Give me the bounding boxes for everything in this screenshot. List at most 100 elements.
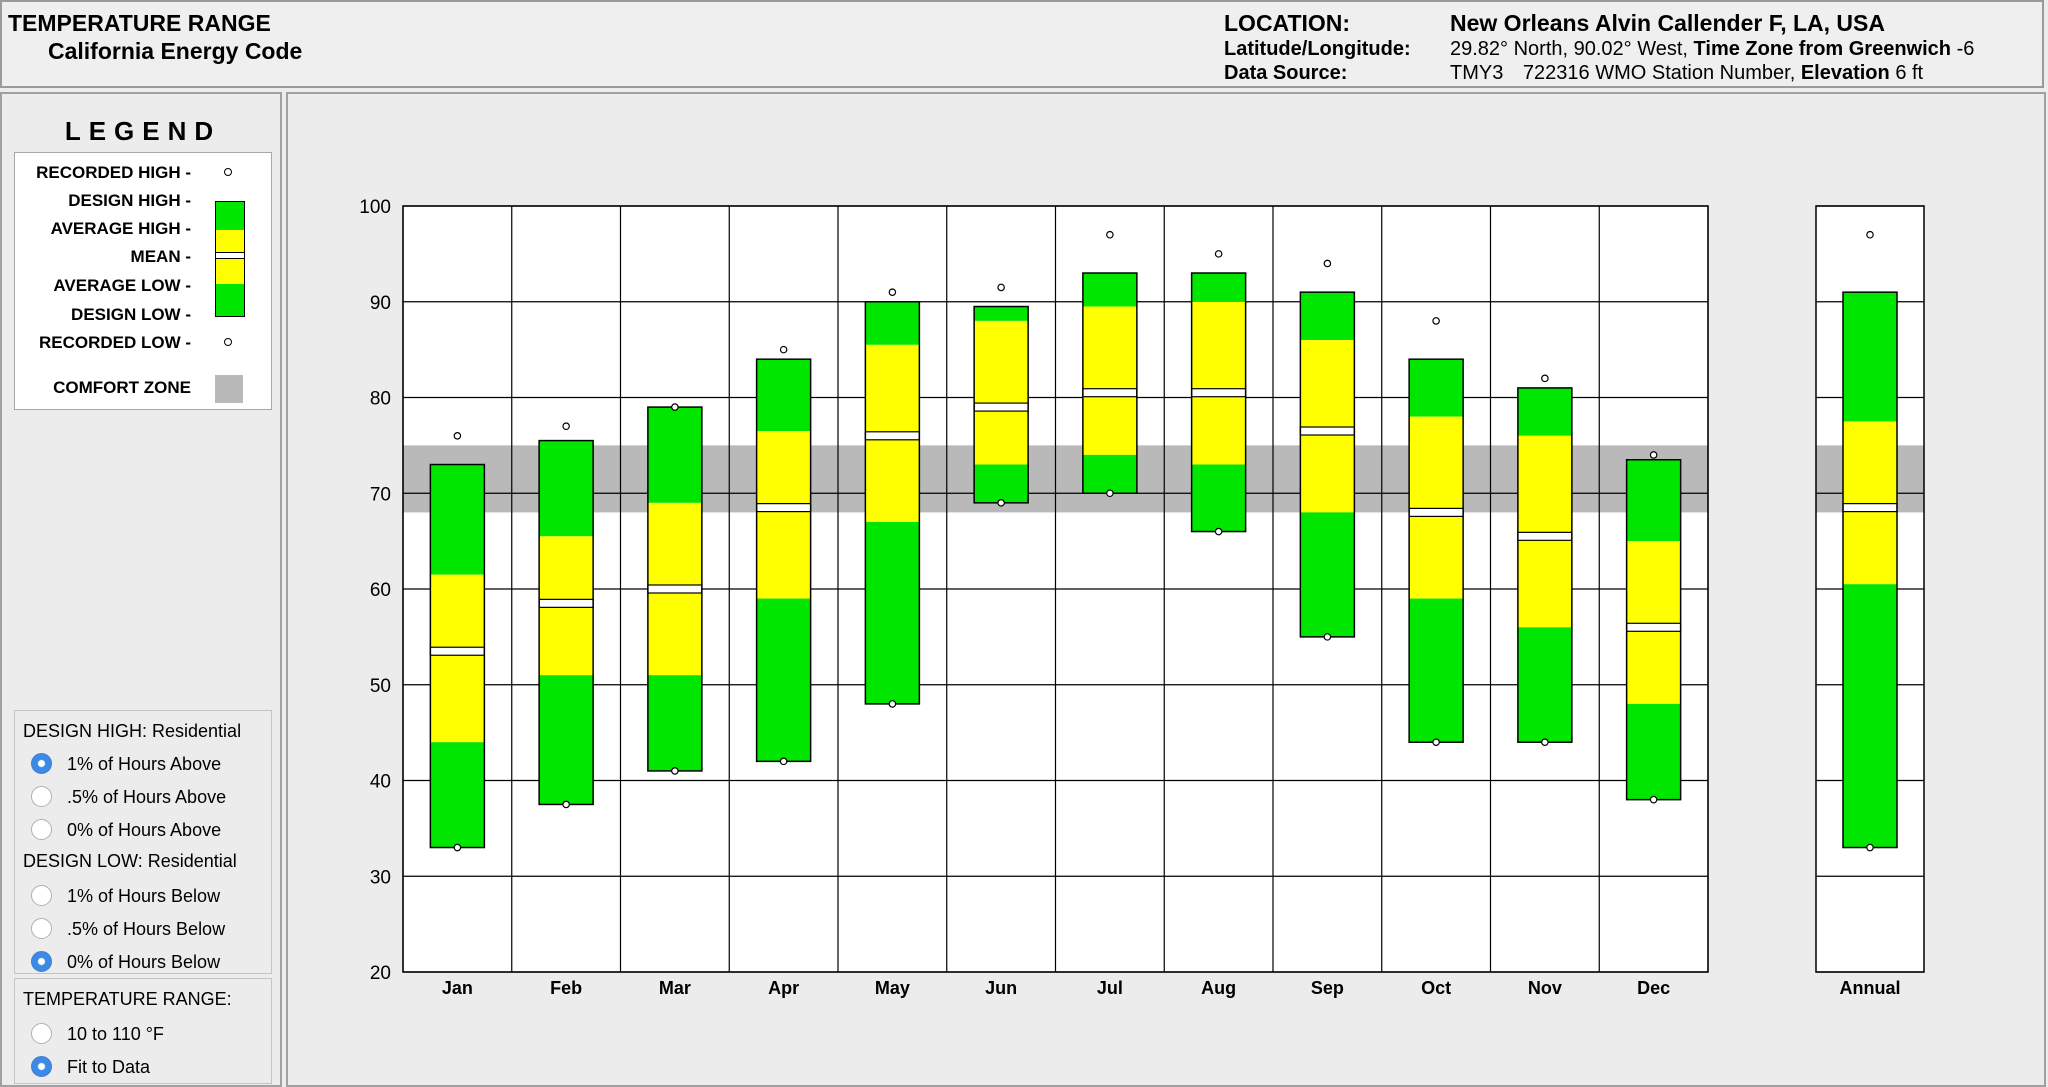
radio-button[interactable] xyxy=(31,1056,52,1077)
average-band xyxy=(430,574,485,743)
page-title: TEMPERATURE RANGE xyxy=(8,10,271,36)
location-value: New Orleans Alvin Callender F, LA, USA xyxy=(1450,10,1885,36)
recorded-high-point xyxy=(1432,317,1440,325)
design-low-band xyxy=(1191,464,1246,532)
x-tick-label: Sep xyxy=(1311,978,1344,998)
radio-button[interactable] xyxy=(31,1023,52,1044)
recorded-low-point xyxy=(1214,527,1223,536)
mean-marker xyxy=(1082,388,1138,398)
average-band xyxy=(1626,541,1681,704)
recorded-low-point xyxy=(562,800,570,809)
elevation-value: 6 ft xyxy=(1895,62,1924,84)
design-high-band xyxy=(539,440,594,537)
radio-button[interactable] xyxy=(31,753,52,774)
y-tick-label: 100 xyxy=(359,197,391,218)
design-low-band xyxy=(865,521,920,704)
plot-border-annual xyxy=(1815,205,1925,973)
legend-title: LEGEND xyxy=(64,116,222,146)
legend-design-low-label: DESIGN LOW - xyxy=(71,305,191,324)
recorded-low-point xyxy=(997,499,1005,507)
design-high-title: DESIGN HIGH: Residential xyxy=(23,721,242,741)
timezone-value: -6 xyxy=(1956,38,1975,60)
option-label: 10 to 110 °F xyxy=(67,1024,164,1044)
x-tick-label: Mar xyxy=(659,978,691,998)
latlon-value: 29.82° North, 90.02° West, xyxy=(1450,38,1688,60)
mean-marker xyxy=(1408,507,1464,517)
average-band xyxy=(1300,340,1355,513)
mean-marker xyxy=(973,402,1029,412)
legend-average-low-label: AVERAGE LOW - xyxy=(53,276,191,295)
location-label: LOCATION: xyxy=(1224,10,1351,36)
mean-marker xyxy=(1191,388,1247,398)
radio-button[interactable] xyxy=(31,918,52,939)
option-label: 1% of Hours Above xyxy=(67,754,222,774)
radio-button[interactable] xyxy=(31,951,52,972)
x-tick-label: Oct xyxy=(1421,978,1451,998)
recorded-low-point xyxy=(1866,843,1874,852)
temp-range-panel: TEMPERATURE RANGE: 10 to 110 °F Fit to D… xyxy=(14,978,272,1084)
recorded-low-point xyxy=(1541,738,1549,747)
design-high-band xyxy=(1626,459,1681,542)
design-low-band xyxy=(1300,512,1355,637)
recorded-high-point xyxy=(453,431,462,440)
mean-marker xyxy=(429,646,485,656)
option-label: 0% of Hours Below xyxy=(67,952,221,972)
legend-recorded-high-marker xyxy=(224,168,232,176)
legend-recorded-low-marker xyxy=(224,338,232,346)
design-high-band xyxy=(1191,273,1246,302)
recorded-low-point xyxy=(1432,738,1440,747)
mean-marker xyxy=(1299,426,1355,436)
y-tick-label: 50 xyxy=(370,676,391,697)
y-tick-label: 20 xyxy=(370,963,391,984)
recorded-high-point xyxy=(671,403,679,411)
design-high-band xyxy=(430,464,485,575)
radio-button[interactable] xyxy=(31,786,52,807)
chart-panel: 20 30 40 50 60 70 80 90 100 Jan Feb Mar Apr May Jun Jul… xyxy=(286,92,2046,1087)
radio-button[interactable] xyxy=(31,819,52,840)
average-band xyxy=(1409,416,1464,599)
x-tick-label: Jul xyxy=(1097,978,1123,998)
elevation-label: Elevation xyxy=(1800,62,1890,84)
design-low-band xyxy=(1517,627,1572,743)
recorded-high-point xyxy=(1323,259,1332,268)
latlon-label: Latitude/Longitude: xyxy=(1224,38,1411,60)
x-tick-label: May xyxy=(875,978,910,998)
x-tick-label: Apr xyxy=(768,978,799,998)
radio-button[interactable] xyxy=(31,885,52,906)
design-low-band xyxy=(1843,584,1897,848)
timezone-label: Time Zone from Greenwich xyxy=(1693,38,1952,60)
x-tick-label: Annual xyxy=(1840,978,1901,998)
average-band xyxy=(1517,435,1572,628)
design-high-band xyxy=(1843,292,1897,422)
mean-marker xyxy=(1517,531,1573,541)
left-panel: LEGEND RECORDED HIGH - DESIGN HIGH - AVE… xyxy=(0,92,282,1087)
recorded-low-point xyxy=(888,700,897,708)
design-high-band xyxy=(1082,273,1137,307)
y-tick-label: 80 xyxy=(370,389,391,410)
option-label: .5% of Hours Below xyxy=(67,919,226,939)
option-label: Fit to Data xyxy=(67,1057,151,1077)
mean-marker xyxy=(1626,622,1682,632)
design-low-band xyxy=(756,598,811,762)
legend-mean-label: MEAN - xyxy=(130,247,191,266)
recorded-high-point xyxy=(562,422,570,431)
legend-box: RECORDED HIGH - DESIGN HIGH - AVERAGE HI… xyxy=(14,152,272,410)
design-low-band xyxy=(539,675,594,805)
design-low-title: DESIGN LOW: Residential xyxy=(23,851,237,871)
design-low-band xyxy=(430,742,485,848)
design-high-band xyxy=(756,359,811,432)
legend-average-high-label: AVERAGE HIGH - xyxy=(50,219,191,238)
recorded-high-point xyxy=(1106,230,1114,239)
recorded-high-point xyxy=(888,288,897,296)
recorded-low-point xyxy=(779,757,788,766)
recorded-low-point xyxy=(453,843,462,852)
temp-range-title: TEMPERATURE RANGE: xyxy=(23,989,232,1009)
design-low-band xyxy=(647,675,702,771)
y-tick-label: 30 xyxy=(370,867,391,888)
latlon-line: 29.82° North, 90.02° West, Time Zone fro… xyxy=(1450,38,1974,61)
x-tick-label: Aug xyxy=(1201,978,1236,998)
average-band xyxy=(1191,301,1246,465)
legend-comfort-zone-label: COMFORT ZONE xyxy=(53,378,191,397)
recorded-high-point xyxy=(1649,451,1658,459)
average-band xyxy=(974,320,1029,465)
